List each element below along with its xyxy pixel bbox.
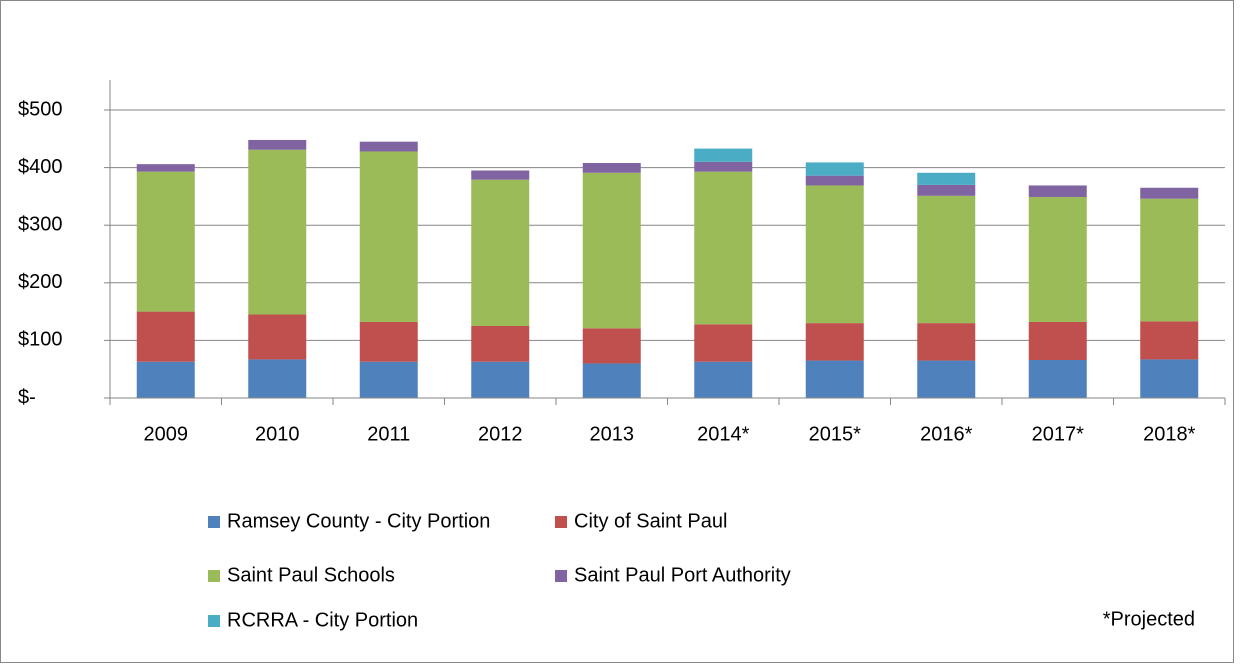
bar-segment (1028, 359, 1087, 398)
y-tick-label: $300 (18, 213, 63, 235)
legend-label: Saint Paul Port Authority (574, 564, 791, 586)
bar-segment (805, 185, 864, 324)
x-tick-label: 2017* (1032, 423, 1084, 445)
bar-segment (136, 164, 195, 172)
bar-segment (694, 361, 753, 398)
legend-label: Saint Paul Schools (227, 564, 395, 586)
bar-segment (582, 172, 641, 329)
y-tick-label: $500 (18, 98, 63, 120)
bar-segment (805, 360, 864, 398)
legend-label: RCRRA - City Portion (227, 609, 418, 631)
bar-segment (471, 170, 530, 180)
bar-segment (248, 314, 307, 360)
legend-label: Ramsey County - City Portion (227, 510, 490, 532)
x-tick-label: 2014* (697, 423, 749, 445)
y-tick-label: $400 (18, 156, 63, 178)
x-tick-label: 2011 (367, 423, 410, 445)
bar-segment (694, 148, 753, 162)
bar-segment (805, 323, 864, 361)
bar-segment (471, 179, 530, 326)
bar-segment (248, 359, 307, 398)
bar-segment (1140, 359, 1199, 398)
bar-segment (805, 175, 864, 186)
bar-segment (359, 361, 418, 398)
x-tick-label: 2018* (1143, 423, 1195, 445)
bar-segment (248, 149, 307, 315)
bar-segment (359, 141, 418, 152)
x-tick-label: 2016* (920, 423, 972, 445)
bar-segment (248, 139, 307, 150)
bar-segment (1140, 198, 1199, 322)
bar-segment (582, 162, 641, 173)
y-tick-label: $100 (18, 329, 63, 351)
bar-segment (917, 360, 976, 398)
x-tick-label: 2012 (478, 423, 523, 445)
x-tick-label: 2010 (255, 423, 300, 445)
y-tick-label: $- (18, 386, 36, 408)
y-tick-label: $200 (18, 271, 63, 293)
bar-segment (917, 195, 976, 324)
legend-swatch (208, 516, 220, 528)
bar-segment (471, 326, 530, 362)
bar-segment (694, 161, 753, 172)
bar-segment (136, 311, 195, 362)
bar-segment (1140, 187, 1199, 199)
bar-segment (917, 184, 976, 196)
legend-swatch (208, 570, 220, 582)
bar-segment (136, 361, 195, 398)
bar-segment (917, 323, 976, 361)
bar-segment (1140, 321, 1199, 360)
bar-segment (805, 162, 864, 176)
bar-segment (1028, 196, 1087, 322)
bar-segment (136, 171, 195, 312)
x-tick-label: 2015* (809, 423, 861, 445)
bar-segment (917, 172, 976, 185)
x-tick-label: 2013 (590, 423, 635, 445)
legend-swatch (208, 615, 220, 627)
x-tick-label: 2009 (144, 423, 189, 445)
legend-label: City of Saint Paul (574, 510, 727, 532)
bar-segment (582, 363, 641, 398)
bar-segment (582, 328, 641, 364)
bar-segment (359, 151, 418, 322)
legend-swatch (555, 570, 567, 582)
bar-segment (471, 361, 530, 398)
bar-segment (694, 324, 753, 362)
bar-segment (1028, 321, 1087, 360)
annotation: *Projected (1103, 608, 1195, 630)
bar-segment (694, 171, 753, 325)
bar-segment (359, 321, 418, 362)
bar-segment (1028, 185, 1087, 197)
legend-swatch (555, 516, 567, 528)
